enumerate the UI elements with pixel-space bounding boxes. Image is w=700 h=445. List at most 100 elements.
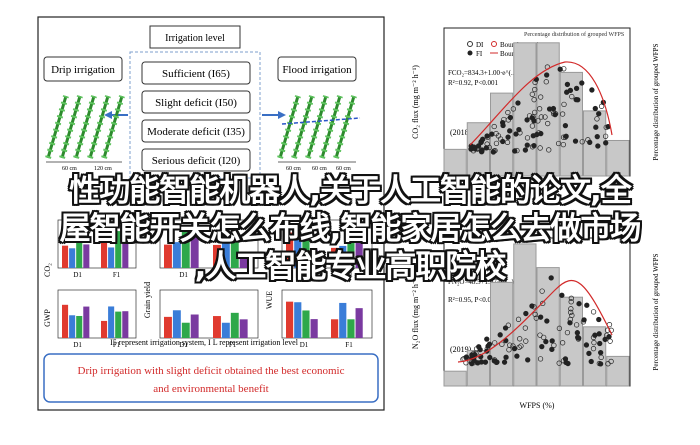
n2o-boundary-line [457,280,613,363]
scatter-point [590,346,597,352]
scatter-point [606,333,612,340]
histogram-bar [443,148,467,177]
scatter-point [492,340,498,346]
scatter-point [540,300,546,307]
scatter-point [489,131,495,137]
mini-chart-bar [101,320,108,338]
scatter-point [548,275,554,281]
scatter-point [567,87,574,94]
scatter-point [551,342,557,349]
flood-label-box [277,56,357,82]
scatter-point [510,106,517,112]
yield-ylabel: Grain yield [143,282,152,318]
scatter-point [524,142,530,148]
scatter-point [573,96,579,103]
scatter-point [539,344,545,350]
mini-chart-bar [76,315,83,338]
scatter-point [591,339,597,346]
histogram-bar [583,110,607,177]
drip-label-box [43,56,123,82]
scatter-point [568,309,574,315]
scatter-point [563,133,569,139]
mini-chart-group-label: F1 [229,341,237,349]
mini-chart-bar [190,314,199,338]
scatter-point [569,93,575,100]
legend-bp-marker [491,41,497,47]
scatter-point [584,302,590,308]
histogram-bar [559,296,583,387]
mini-chart-bar [355,308,363,338]
scatter-point [531,118,537,124]
scale-label-e: 60 cm [336,166,351,172]
mini-chart-group-label: D1 [73,271,82,279]
mini-chart-group-label: D1 [179,271,188,279]
mini-chart-bar [62,304,69,338]
scatter-point [602,336,608,343]
mini-chart-group-label: D1 [73,341,82,349]
mini-bar-charts: D1 F1 D1 F1 D1 F1 D1 F1 D1 F1 D1 F1 [57,219,373,349]
scatter-point [537,145,543,151]
scatter-point [579,80,585,86]
scatter-point [564,329,571,336]
mini-chart-bar [164,244,172,268]
scatter-point [475,143,482,149]
scatter-point [568,306,574,312]
scatter-point [573,322,580,328]
scatter-point [479,147,485,153]
scatter-point [524,135,531,141]
bottom-right-ylabel: Percentage distribution of grouped WFPS [652,253,660,370]
scatter-point [596,316,602,323]
irrigation-title: Irrigation level [165,33,225,44]
mini-chart-bar [239,252,248,268]
scatter-point [602,133,609,139]
mini-chart-bar [172,242,181,268]
legend-di: DI [476,41,484,49]
scatter-point [493,130,499,137]
scatter-point [573,85,580,92]
scatter-point [499,341,505,347]
scatter-point [550,105,557,112]
mini-chart-group-label: D1 [179,341,188,349]
scatter-point [515,316,522,322]
mini-chart-group-label: F1 [345,341,353,349]
scatter-point [486,144,492,151]
scatter-point [560,358,567,364]
year-bot: (2019) [450,345,472,354]
histogram-bar [513,42,537,177]
mini-chart-bar [69,248,76,268]
gwp-ylabel: CO₂ [43,263,52,277]
scatter-point [484,336,490,342]
scatter-point [567,320,573,326]
n2o-flux-chart: N₂O flux (mg m⁻² h⁻¹) Percentage distrib… [411,237,660,410]
mini-chart-bar [108,306,115,338]
scatter-point [597,340,603,347]
gwp-ylabel-2: GWP [43,309,52,327]
mini-chart-bar [347,319,355,338]
level-label-3: Moderate deficit (I35) [147,126,245,138]
scatter-point [532,311,538,318]
mini-chart-bar [76,231,83,268]
mini-chart-bar [190,236,199,268]
scatter-point [538,314,544,320]
scatter-point [590,334,597,341]
scatter-point [544,318,550,324]
scatter-point [529,144,536,150]
scatter-point [529,303,535,309]
eq-top-2: R²=0.92, P<0.001 [448,79,499,87]
scatter-point [538,114,544,120]
scatter-point [569,312,575,319]
scatter-point [502,325,509,331]
scatter-point [511,345,518,352]
scatter-point [556,360,562,366]
scatter-point [536,106,543,112]
scatter-point [535,118,541,124]
scatter-point [531,97,537,103]
scatter-point [493,359,500,366]
histogram-bar [606,139,630,177]
scatter-point [607,338,613,344]
mini-chart-bar [213,244,221,268]
mini-chart-frame [159,289,259,339]
mini-chart-frame [57,289,137,339]
co2-flux-chart: CO₂ flux (mg m⁻² h⁻¹) Percentage distrib… [411,27,660,177]
scatter-point [517,336,523,342]
